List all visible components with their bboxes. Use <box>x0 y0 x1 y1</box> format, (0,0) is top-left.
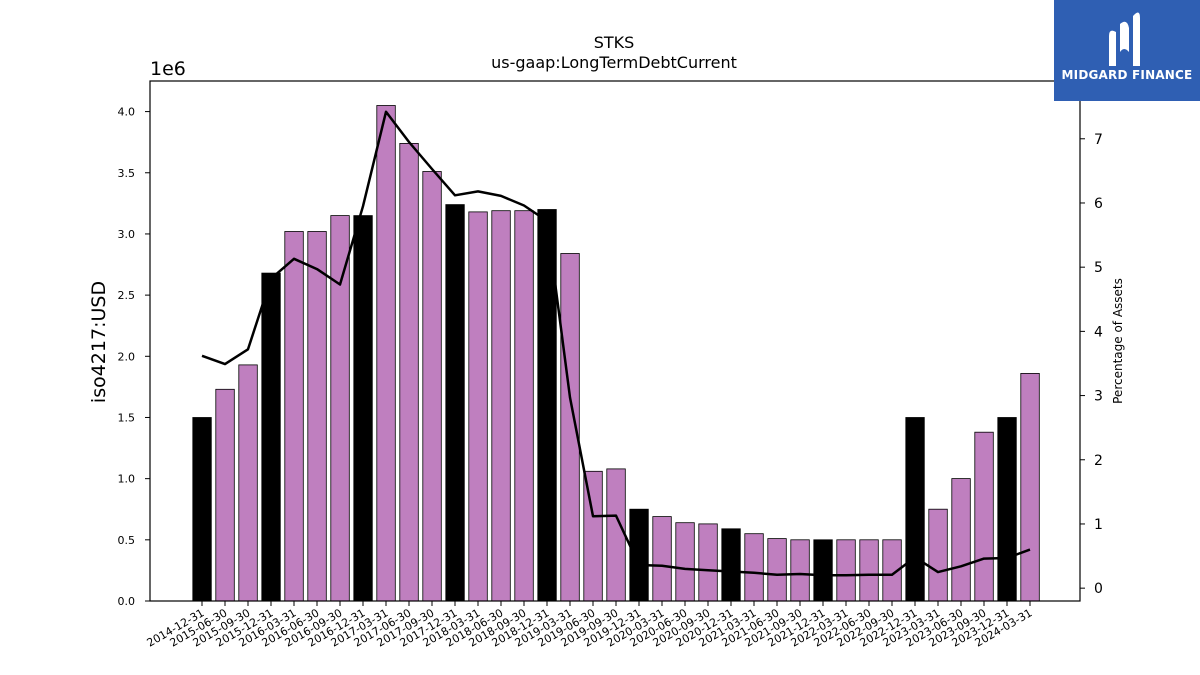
chart-subtitle: us-gaap:LongTermDebtCurrent <box>491 53 737 72</box>
y-tick-label: 0.5 <box>118 534 136 547</box>
y2-tick-label: 3 <box>1094 389 1103 405</box>
bar-2022-06-30 <box>859 539 879 602</box>
midgard-logo-icon <box>1109 12 1140 67</box>
y2-tick-label: 0 <box>1094 581 1103 597</box>
bar-2023-09-30 <box>974 431 994 602</box>
y2-tick-label: 6 <box>1094 196 1103 212</box>
bar-2022-03-31 <box>836 539 856 602</box>
bar-2016-12-31 <box>353 215 373 602</box>
bar-2021-12-31 <box>813 539 833 602</box>
y2-tick-label: 5 <box>1094 260 1103 276</box>
bar-2018-09-30 <box>514 210 534 602</box>
y-tick-label: 0.0 <box>118 595 136 608</box>
bar-2017-06-30 <box>399 142 419 602</box>
plot-frame <box>149 80 1081 602</box>
bar-2016-06-30 <box>307 231 327 602</box>
bar-2023-03-31 <box>928 508 948 602</box>
y-tick-label: 1.5 <box>118 411 136 424</box>
bar-2018-03-31 <box>468 211 488 602</box>
bar-2024-03-31 <box>1020 372 1040 602</box>
bar-2021-06-30 <box>767 538 787 602</box>
bar-2015-09-30 <box>238 364 258 602</box>
brand-logo: MIDGARD FINANCE <box>1054 0 1200 101</box>
bar-2014-12-31 <box>192 417 212 602</box>
bar-2022-12-31 <box>905 417 925 602</box>
bar-2021-09-30 <box>790 539 810 602</box>
logo-text: MIDGARD FINANCE <box>1061 68 1193 82</box>
bar-2019-06-30 <box>583 470 603 602</box>
chart-title: STKS <box>594 33 635 52</box>
y2-tick-label: 1 <box>1094 517 1103 533</box>
y-tick-label: 2.5 <box>118 289 136 302</box>
bar-2015-12-31 <box>261 272 281 602</box>
bar-2020-03-31 <box>652 516 672 602</box>
bar-2017-09-30 <box>422 171 442 602</box>
y-tick-label: 3.5 <box>118 167 136 180</box>
bar-2020-06-30 <box>675 522 695 602</box>
bar-2023-12-31 <box>997 417 1017 602</box>
bar-2019-09-30 <box>606 468 626 602</box>
y2-tick-label: 7 <box>1094 132 1103 148</box>
y-tick-label: 1.0 <box>118 473 136 486</box>
y-tick-label: 3.0 <box>118 228 136 241</box>
y-tick-label: 4.0 <box>118 106 136 119</box>
bar-2017-12-31 <box>445 204 465 602</box>
bar-2023-06-30 <box>951 478 971 602</box>
bar-2018-06-30 <box>491 210 511 602</box>
bar-2020-12-31 <box>721 528 741 602</box>
y-offset-label: 1e6 <box>150 58 186 80</box>
y2-tick-label: 2 <box>1094 453 1103 469</box>
bar-2015-06-30 <box>215 388 235 602</box>
bar-2021-03-31 <box>744 533 764 602</box>
bar-2020-09-30 <box>698 523 718 602</box>
y-axis-label: iso4217:USD <box>88 281 110 403</box>
bar-2016-09-30 <box>330 215 350 602</box>
bar-2017-03-31 <box>376 105 396 602</box>
bar-2016-03-31 <box>284 231 304 602</box>
y2-axis-label: Percentage of Assets <box>1111 278 1125 404</box>
y-tick-label: 2.0 <box>118 350 136 363</box>
bar-2019-12-31 <box>629 508 649 602</box>
y2-tick-label: 4 <box>1094 324 1103 340</box>
